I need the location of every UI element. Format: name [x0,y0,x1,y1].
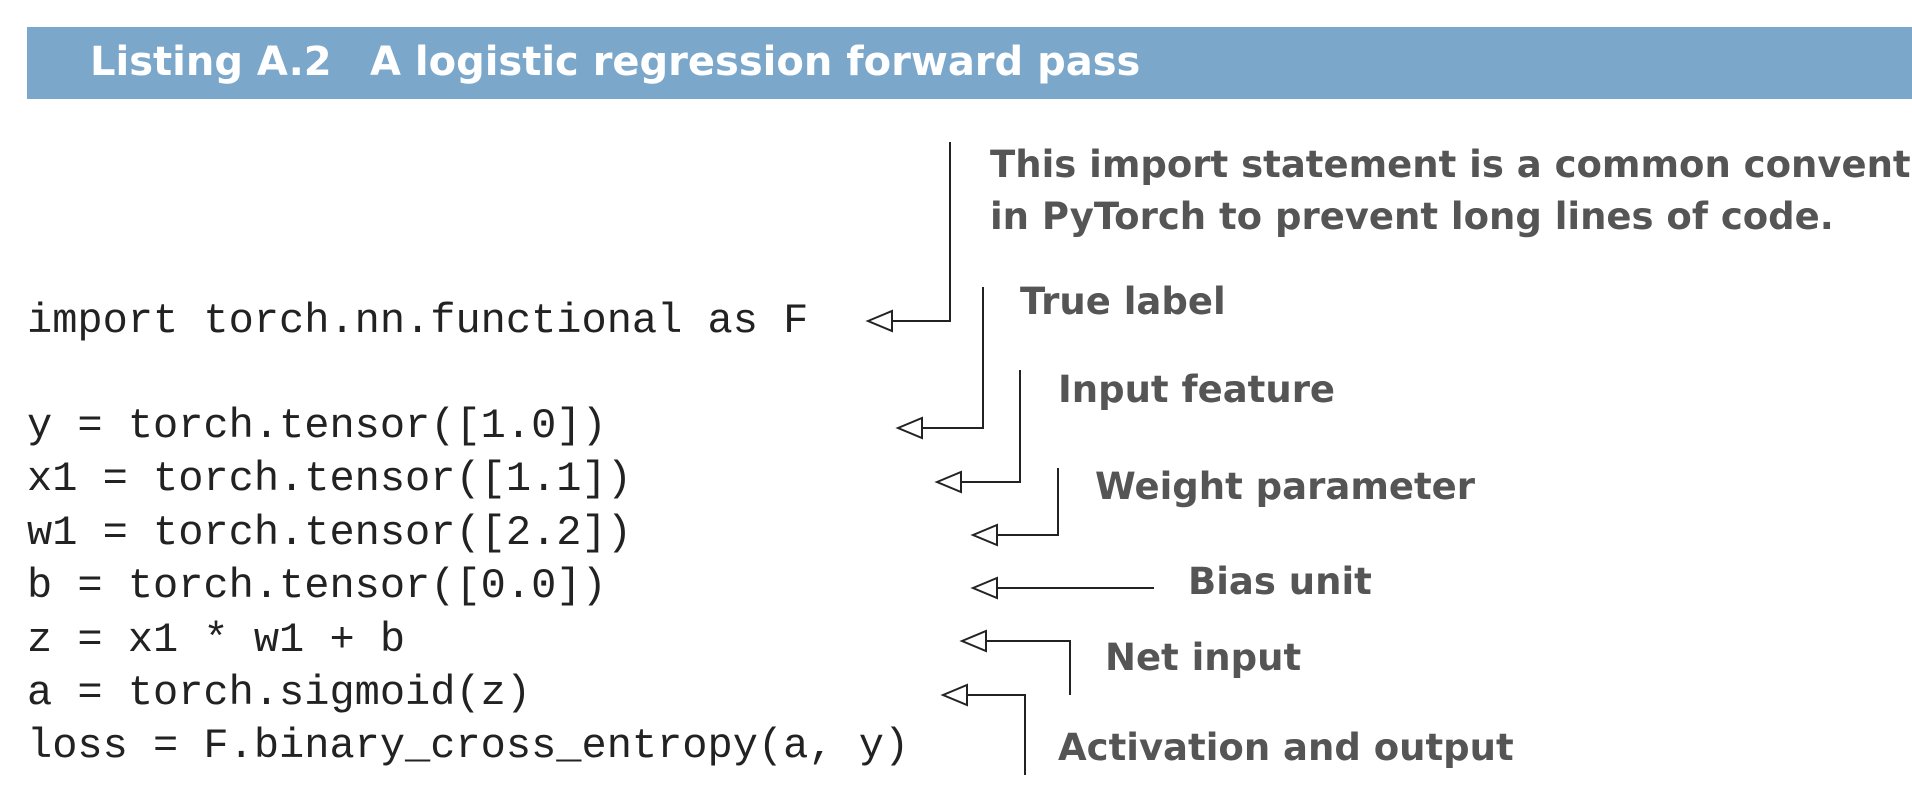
code-line-import: import torch.nn.functional as F [27,297,809,345]
code-line-x1: x1 = torch.tensor([1.1]) [27,455,632,503]
annotation-true-label: True label [1020,280,1226,323]
code-line-z: z = x1 * w1 + b [27,616,406,664]
annotation-input-feature: Input feature [1058,368,1336,411]
annotation-weight-parameter: Weight parameter [1095,465,1476,508]
annotation-bias-unit: Bias unit [1188,560,1372,603]
arrowhead-true-label [895,416,923,440]
callout-weight-parameter [995,468,1059,536]
arrowhead-activation-output [940,683,968,707]
callout-import [890,142,951,322]
arrowhead-input-feature [934,470,962,494]
arrowhead-net-input [959,629,987,653]
arrowhead-bias-unit [970,576,998,600]
annotation-import-line1: This import statement is a common conven… [990,143,1912,186]
annotation-net-input: Net input [1105,636,1302,679]
callout-activation-output [966,694,1026,775]
callout-true-label [920,287,984,429]
code-line-b: b = torch.tensor([0.0]) [27,562,607,610]
code-line-w1: w1 = torch.tensor([2.2]) [27,509,632,557]
annotation-import-line2: in PyTorch to prevent long lines of code… [990,195,1834,238]
listing-title: A logistic regression forward pass [370,39,1141,85]
arrowhead-weight-parameter [970,523,998,547]
code-line-loss: loss = F.binary_cross_entropy(a, y) [27,722,910,770]
callout-input-feature [960,370,1021,483]
code-line-y: y = torch.tensor([1.0]) [27,402,607,450]
annotation-activation-output: Activation and output [1058,726,1514,769]
arrowhead-import [865,309,893,333]
callout-net-input [984,640,1071,695]
listing-number: Listing A.2 [90,39,332,85]
listing-header-bar [27,27,1912,99]
code-line-a: a = torch.sigmoid(z) [27,669,532,717]
